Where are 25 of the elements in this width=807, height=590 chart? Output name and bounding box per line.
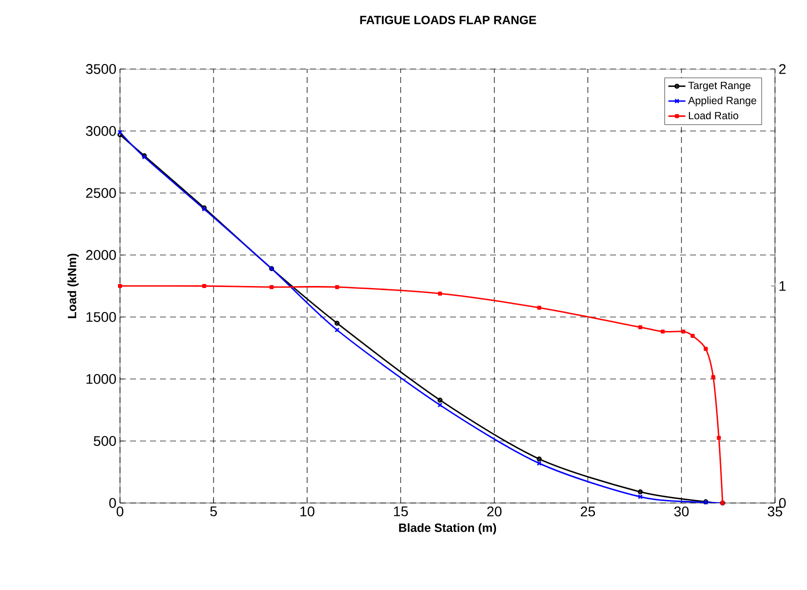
y2-tick-label: 0	[779, 498, 786, 508]
x-tick-label: 5	[210, 506, 217, 516]
x-tick-label: 35	[768, 506, 782, 516]
x-tick-label: 15	[394, 506, 408, 516]
y-tick-label: 500	[94, 436, 116, 446]
x-tick-label: 0	[116, 506, 124, 516]
y-tick-label: 3500	[86, 64, 116, 74]
x-axis-title: Blade Station (m)	[399, 523, 496, 534]
chart-title: FATIGUE LOADS FLAP RANGE	[360, 16, 536, 24]
y-tick-label: 2500	[86, 188, 116, 198]
y-tick-label: 1500	[86, 312, 116, 322]
y-tick-label: 1000	[86, 374, 116, 384]
y-tick-label: 2000	[86, 250, 116, 260]
legend-label: Load Ratio	[688, 112, 738, 120]
y2-tick-label: 1	[780, 281, 786, 291]
x-tick-label: 20	[487, 506, 502, 516]
x-tick-label: 30	[674, 506, 689, 516]
y-tick-label: 0	[109, 498, 116, 508]
legend-label: Target Range	[688, 82, 750, 92]
x-tick-label: 10	[300, 506, 314, 516]
y-axis-title: Load (kNm)	[67, 254, 79, 318]
y-tick-label: 3000	[86, 126, 116, 136]
y2-tick-label: 2	[779, 64, 786, 74]
legend-label: Applied Range	[688, 96, 756, 106]
x-tick-label: 25	[580, 506, 596, 516]
